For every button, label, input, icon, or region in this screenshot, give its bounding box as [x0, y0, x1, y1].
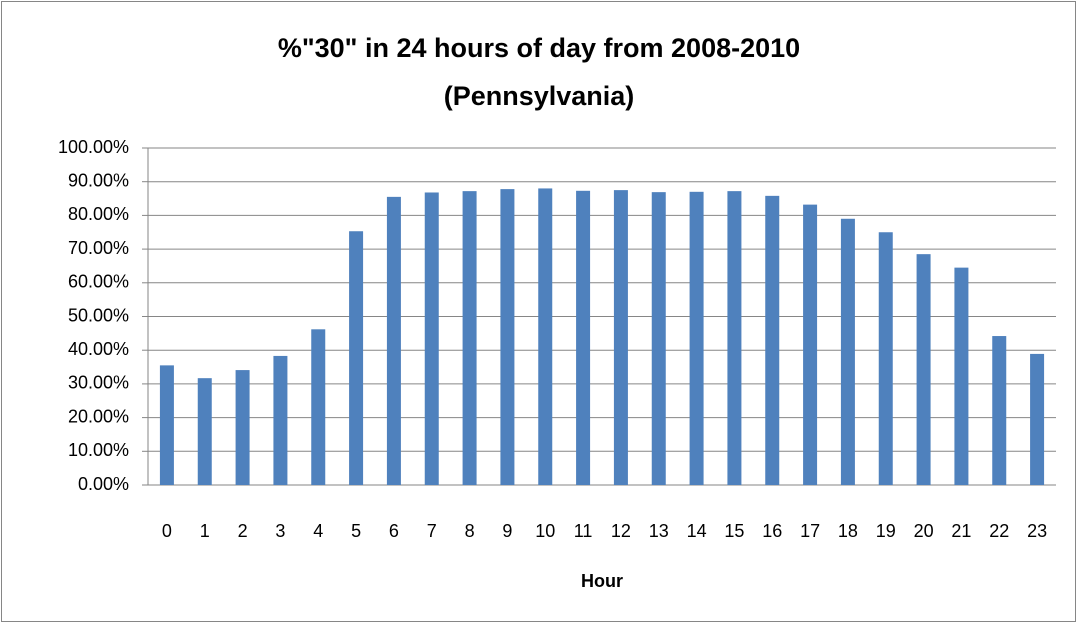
bar: [386, 196, 401, 486]
bar: [500, 189, 515, 485]
bar: [916, 254, 931, 485]
x-tick-label: 6: [389, 521, 399, 541]
x-tick-label: 20: [914, 521, 934, 541]
bar: [538, 188, 553, 485]
bar: [349, 231, 364, 485]
y-tick-label: 0.00%: [78, 474, 129, 494]
x-tick-label: 23: [1027, 521, 1047, 541]
y-tick-label: 90.00%: [68, 170, 129, 190]
x-tick-label: 13: [649, 521, 669, 541]
y-tick-label: 40.00%: [68, 339, 129, 359]
x-tick-label: 1: [200, 521, 210, 541]
bar: [235, 370, 250, 485]
x-tick-label: 7: [427, 521, 437, 541]
x-tick-label: 2: [238, 521, 248, 541]
bar: [613, 190, 628, 485]
x-tick-label: 18: [838, 521, 858, 541]
x-tick-label: 10: [535, 521, 555, 541]
x-tick-label: 17: [800, 521, 820, 541]
bar: [765, 195, 780, 485]
y-tick-label: 20.00%: [68, 406, 129, 426]
y-tick-label: 10.00%: [68, 440, 129, 460]
x-tick-label: 22: [989, 521, 1009, 541]
x-tick-label: 19: [876, 521, 896, 541]
x-tick-label: 3: [275, 521, 285, 541]
bar: [803, 204, 818, 485]
chart-title: %"30" in 24 hours of day from 2008-2010 …: [277, 33, 801, 111]
bar: [954, 267, 969, 485]
x-tick-label: 5: [351, 521, 361, 541]
x-tick-label: 14: [687, 521, 707, 541]
bar: [159, 365, 174, 485]
x-tick-label: 9: [502, 521, 512, 541]
bar: [727, 191, 742, 486]
x-tick-label: 0: [162, 521, 172, 541]
bar: [651, 192, 666, 485]
bar: [840, 218, 855, 485]
x-tick-label: 15: [724, 521, 744, 541]
x-tick-label: 4: [313, 521, 323, 541]
x-tick-label: 21: [951, 521, 971, 541]
y-tick-label: 30.00%: [68, 373, 129, 393]
bar: [424, 192, 439, 485]
bar: [992, 336, 1007, 485]
bar: [311, 329, 326, 485]
bar: [878, 232, 893, 485]
y-tick-label: 80.00%: [68, 204, 129, 224]
bar: [462, 191, 477, 486]
x-tick-label: 11: [574, 521, 593, 541]
y-tick-label: 70.00%: [68, 238, 129, 258]
y-tick-label: 100.00%: [58, 137, 129, 157]
bar: [576, 190, 591, 485]
x-tick-label: 12: [611, 521, 631, 541]
bar: [689, 191, 704, 485]
bar: [197, 378, 212, 485]
x-tick-label: 8: [465, 521, 475, 541]
y-tick-label: 50.00%: [68, 305, 129, 325]
x-tick-label: 16: [762, 521, 782, 541]
y-tick-label: 60.00%: [68, 272, 129, 292]
x-axis-label: Hour: [581, 571, 623, 591]
bar: [1030, 353, 1045, 485]
bar: [273, 355, 288, 485]
